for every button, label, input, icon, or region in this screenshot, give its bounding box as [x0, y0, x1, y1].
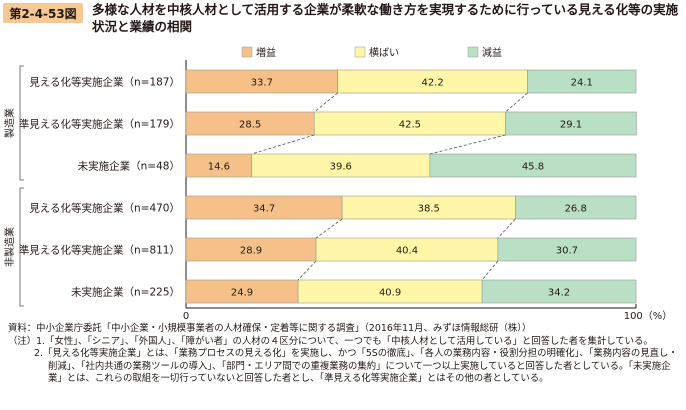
data-label: 26.8 [565, 204, 587, 215]
data-label: 40.4 [396, 246, 418, 257]
connector-line [313, 92, 338, 113]
data-label: 29.1 [560, 120, 582, 131]
legend-label: 増益 [256, 46, 276, 59]
bar-segment [505, 111, 637, 136]
group-bracket [19, 65, 24, 181]
data-label: 40.9 [379, 288, 401, 299]
data-label: 24.9 [231, 288, 253, 299]
bar-segment [429, 153, 637, 178]
source-note: 資料：中小企業庁委託「中小企業・小規模事業者の人材確保・定着等に関する調査」（2… [8, 323, 532, 334]
note-1: （注）1.「女性」、「シニア」、「外国人」、「障がい者」の人材の４区分について、… [8, 335, 653, 347]
connector-line [315, 218, 343, 239]
data-label: 42.5 [399, 120, 421, 131]
group-label: 製造業 [3, 108, 16, 138]
legend-swatch [467, 46, 479, 58]
data-label: 28.9 [240, 246, 262, 257]
bar-segment [481, 279, 637, 304]
legend-label: 横ばい [369, 46, 399, 59]
category-label: 見える化等実施企業（n=187） [29, 76, 180, 89]
data-label: 45.8 [522, 162, 544, 173]
connector-line [429, 134, 506, 155]
data-label: 28.5 [239, 120, 261, 131]
figure-label: 第2-4-53図 [3, 3, 83, 23]
x-tick-label: 0 [183, 311, 189, 322]
data-label: 14.6 [208, 162, 230, 173]
connector-line [497, 218, 516, 239]
data-label: 39.6 [330, 162, 352, 173]
data-label: 34.2 [548, 288, 570, 299]
note-2: 2.「見える化等実施企業」とは、「業務プロセスの見える化」を実施し、かつ「5Sの… [34, 348, 678, 385]
connector-line [505, 92, 528, 113]
bar-segment [497, 237, 637, 262]
category-label: 未実施企業（n=48） [78, 160, 180, 173]
chart-title: 多様な人材を中核人材として活用する企業が柔軟な働き方を実現するために行っている見… [92, 2, 679, 34]
bar-segment [515, 195, 637, 220]
connector-line [481, 260, 499, 281]
connector-line [251, 134, 315, 155]
data-label: 42.2 [421, 78, 443, 89]
group-label: 非製造業 [3, 227, 16, 267]
legend-label: 減益 [482, 46, 502, 59]
data-label: 34.7 [253, 204, 275, 215]
category-label: 準見える化等実施企業（n=179） [19, 118, 180, 131]
category-label: 準見える化等実施企業（n=811） [19, 244, 180, 257]
data-label: 24.1 [571, 78, 593, 89]
notes: 資料：中小企業庁委託「中小企業・小規模事業者の人材確保・定着等に関する調査」（2… [8, 323, 682, 386]
legend-swatch [354, 46, 366, 58]
bar-segment [527, 69, 637, 94]
data-label: 33.7 [251, 78, 273, 89]
legend-swatch [241, 46, 253, 58]
connector-line [297, 260, 317, 281]
data-label: 38.5 [418, 204, 440, 215]
data-label: 30.7 [556, 246, 578, 257]
category-label: 未実施企業（n=225） [71, 286, 180, 299]
category-label: 見える化等実施企業（n=470） [29, 202, 180, 215]
x-tick-label: 100（%） [624, 310, 673, 322]
group-bracket [19, 187, 24, 307]
